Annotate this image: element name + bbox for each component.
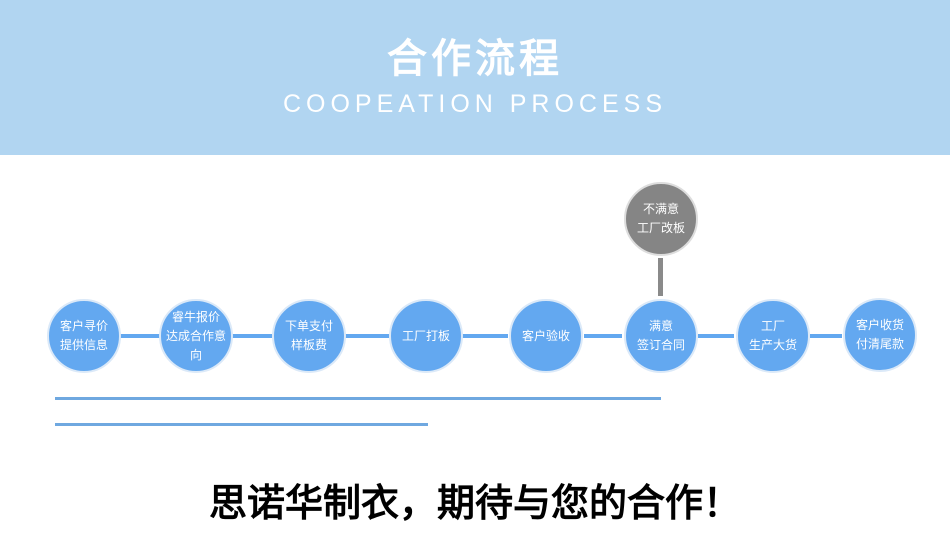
step-1: 客户寻价 提供信息 <box>47 299 121 373</box>
step-4: 工厂打板 <box>389 299 463 373</box>
connector <box>462 334 508 338</box>
connector <box>232 334 272 338</box>
divider-line <box>55 397 661 400</box>
header-banner: 合作流程 COOPEATION PROCESS <box>0 0 950 155</box>
connector <box>584 334 622 338</box>
connector <box>698 334 734 338</box>
slogan: 思诺华制衣，期待与您的合作！ <box>208 480 741 525</box>
page-title: 合作流程 <box>387 36 563 82</box>
branch-step: 不满意 工厂改板 <box>624 182 698 256</box>
step-7: 工厂 生产大货 <box>736 299 810 373</box>
divider-line <box>55 423 428 426</box>
step-8: 客户收货 付清尾款 <box>843 298 917 372</box>
connector <box>120 334 160 338</box>
connector <box>345 334 389 338</box>
step-5: 客户验收 <box>509 299 583 373</box>
step-2: 睿牛报价 达成合作意向 <box>159 299 233 373</box>
branch-connector <box>658 258 663 296</box>
step-3: 下单支付 样板费 <box>272 299 346 373</box>
page-subtitle: COOPEATION PROCESS <box>282 90 668 118</box>
connector <box>810 334 842 338</box>
step-6: 满意 签订合同 <box>624 299 698 373</box>
